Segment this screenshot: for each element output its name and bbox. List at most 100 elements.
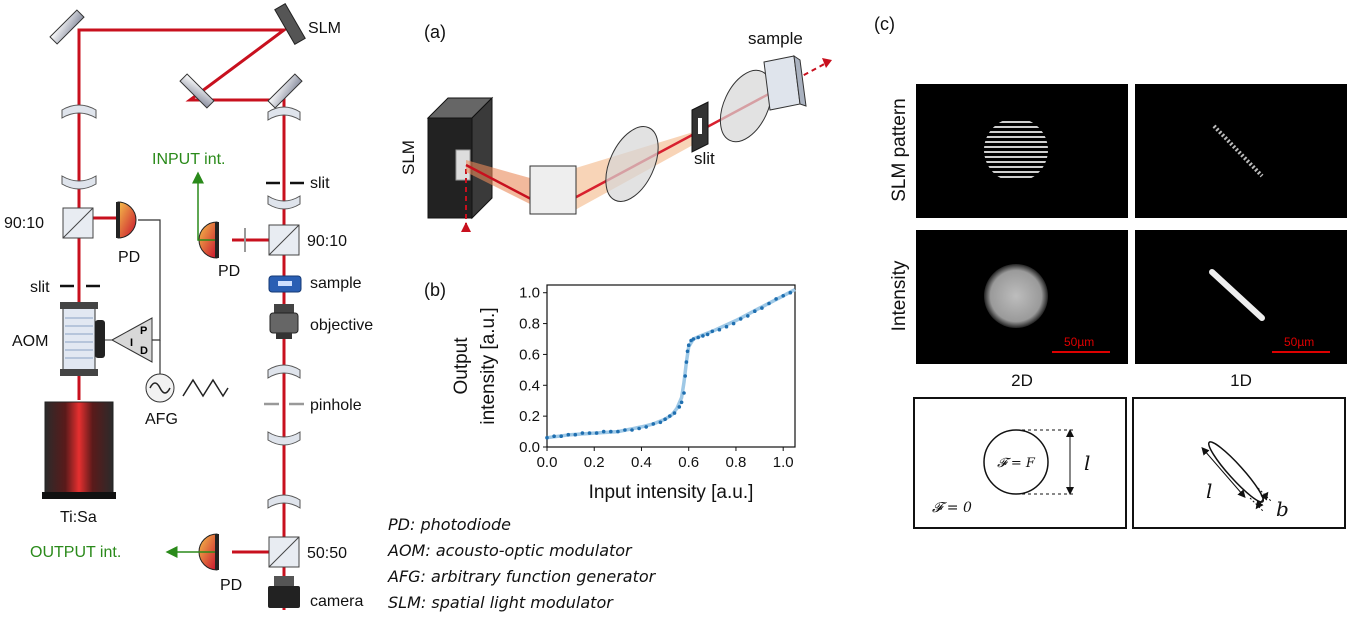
data-point <box>746 314 750 318</box>
length-l-1d: l <box>1206 479 1212 503</box>
data-point <box>774 297 778 301</box>
data-point <box>691 337 696 341</box>
schematic-1d <box>1132 397 1346 529</box>
x-tick-label: 0.2 <box>584 454 605 471</box>
panel-c: (c) SLM pattern Intensity 50µm 50µm 2D 1… <box>874 14 1347 529</box>
width-b: b <box>1276 497 1289 521</box>
data-point <box>580 431 585 435</box>
data-point <box>738 317 743 321</box>
input-signal-arrow <box>192 171 215 241</box>
y-tick-label: 0.6 <box>519 346 540 363</box>
chart-points <box>545 290 793 440</box>
y-tick-label: 0.4 <box>519 377 540 394</box>
data-point <box>663 417 667 422</box>
data-point <box>668 414 672 418</box>
panel-a-slm-label: SLM <box>399 140 418 175</box>
data-point <box>753 309 757 314</box>
data-point <box>637 426 641 431</box>
x-tick-label: 1.0 <box>773 454 794 471</box>
bs-left-label: 90:10 <box>4 215 44 232</box>
data-point <box>682 391 686 395</box>
slit <box>60 181 304 288</box>
col-label-1d: 1D <box>1230 371 1252 390</box>
pd-left-label: PD <box>118 249 140 266</box>
data-point <box>701 334 705 338</box>
ti-sa-laser <box>42 401 116 499</box>
pinhole-label: pinhole <box>310 397 362 414</box>
panel-a-sample-label: sample <box>748 29 803 48</box>
data-point <box>672 411 677 415</box>
data-point <box>594 431 599 435</box>
slm-device <box>274 2 306 46</box>
data-point <box>685 349 690 354</box>
legend-aom: AOM: acousto-optic modulator <box>387 541 633 560</box>
camera-device <box>268 576 300 608</box>
pid-i: I <box>130 337 133 349</box>
data-point <box>566 432 571 437</box>
data-point <box>552 434 556 439</box>
legend-pd: PD: photodiode <box>388 515 511 534</box>
optical-setup: SLM 90:10 90:10 50:50 slit <box>4 2 373 610</box>
scalebar-1d: 50µm <box>1284 335 1314 349</box>
panel-a: (a) SLM slit sample <box>399 22 832 232</box>
data-point <box>683 374 687 378</box>
bs-bottom-label: 50:50 <box>307 545 347 562</box>
data-point <box>587 431 592 435</box>
feedback-wire <box>138 219 161 341</box>
laser-label: Ti:Sa <box>60 509 97 526</box>
chart-y-ticks: 0.0 0.2 0.4 0.6 0.8 1.0 <box>519 285 547 456</box>
chart-x-ticks: 0.0 0.2 0.4 0.6 0.8 1.0 <box>537 447 794 471</box>
chart-fit-line <box>546 288 796 440</box>
data-point <box>731 321 736 326</box>
data-point <box>573 432 578 437</box>
pid-d: D <box>140 345 148 357</box>
data-point <box>630 428 634 432</box>
chart-plot-area <box>546 284 796 448</box>
panel-a-slit-label: slit <box>694 149 715 168</box>
fit-curve <box>546 288 796 440</box>
length-l-2d: l <box>1084 451 1090 475</box>
pid-p: P <box>140 325 147 337</box>
f-equals-zero: 𝓕 = 0 <box>932 500 972 516</box>
row-label-slm-pattern: SLM pattern <box>889 98 910 202</box>
y-tick-label: 0.2 <box>519 408 540 425</box>
lens-a2 <box>719 69 773 143</box>
beam-splitter <box>62 207 300 568</box>
lens <box>61 104 301 509</box>
data-point <box>760 306 764 310</box>
col-label-2d: 2D <box>1011 371 1033 390</box>
slit-right-label: slit <box>310 175 330 192</box>
panel-a-tag: (a) <box>424 22 446 42</box>
data-point <box>679 400 684 405</box>
panel-c-tag: (c) <box>874 14 895 34</box>
x-tick-label: 0.6 <box>678 454 699 471</box>
chart-x-axis-label: Input intensity [a.u.] <box>589 482 754 503</box>
slit-left-label: slit <box>30 279 50 296</box>
schematic-2d <box>913 397 1127 529</box>
panel-b-tag: (b) <box>424 280 446 300</box>
panel-b: (b) 0.0 0.2 0.4 0.6 0.8 1.0 0.0 0.2 0.4 0.6 0.8 1.… <box>424 280 796 503</box>
chart-y-axis-label-line2: intensity [a.u.] <box>478 307 499 424</box>
data-point <box>677 405 682 409</box>
mirror <box>49 9 303 109</box>
slm-label: SLM <box>308 20 341 37</box>
legend-afg: AFG: arbitrary function generator <box>387 567 657 586</box>
data-point <box>651 422 656 426</box>
data-point <box>623 428 627 432</box>
y-tick-label: 1.0 <box>519 285 540 302</box>
abbreviation-legend: PD: photodiode AOM: acousto-optic modula… <box>387 515 657 612</box>
sample-label: sample <box>310 275 362 292</box>
bs-right-label: 90:10 <box>307 233 347 250</box>
data-point <box>781 294 785 298</box>
camera-label: camera <box>310 593 363 610</box>
relay-cube <box>529 165 577 215</box>
data-point <box>788 290 793 295</box>
x-tick-label: 0.4 <box>631 454 652 471</box>
data-point <box>644 425 648 429</box>
data-point <box>559 434 563 439</box>
data-point <box>616 429 620 434</box>
chart-y-axis-label-line1: Output <box>451 337 472 395</box>
y-tick-label: 0.8 <box>519 316 540 333</box>
afg-label: AFG <box>145 411 178 428</box>
